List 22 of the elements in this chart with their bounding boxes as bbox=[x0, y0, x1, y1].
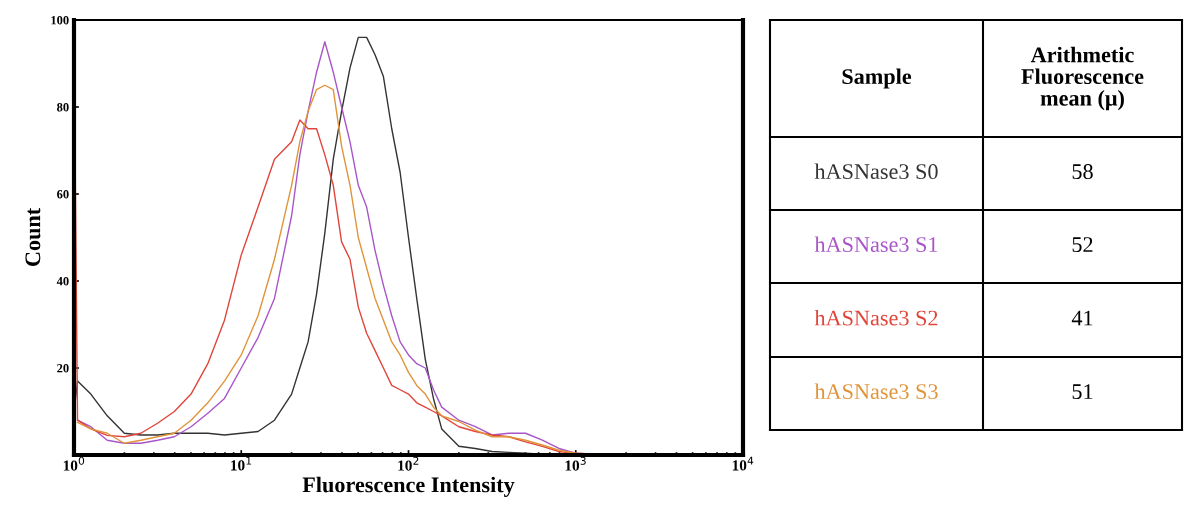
y-tick-label: 80 bbox=[57, 103, 69, 112]
y-tick-label: 20 bbox=[57, 364, 69, 373]
text: hASNase3 S2 bbox=[814, 309, 938, 326]
text: 58 bbox=[1072, 164, 1093, 180]
text: 52 bbox=[1072, 237, 1093, 253]
text: hASNase3 S3 bbox=[814, 383, 938, 400]
y-tick-label: 100 bbox=[51, 16, 69, 25]
x-tick-label: 10$^{0}$ bbox=[63, 456, 85, 471]
text: hASNase3 S0 bbox=[814, 163, 938, 180]
x-axis-title: Fluorescence Intensity bbox=[302, 476, 515, 497]
x-tick-label: 10$^{2}$ bbox=[398, 456, 419, 471]
text: hASNase3 S1 bbox=[814, 236, 938, 253]
text: Sample bbox=[842, 68, 912, 89]
y-axis-title: Count bbox=[25, 207, 41, 267]
text: 41 bbox=[1071, 310, 1093, 326]
text: Arithmetic Fluorescence mean (μ) bbox=[1021, 46, 1144, 111]
x-tick-label: 10$^{3}$ bbox=[565, 456, 586, 471]
x-tick-label: 10$^{4}$ bbox=[732, 456, 754, 471]
y-tick-label: 60 bbox=[57, 190, 69, 199]
text: 51 bbox=[1072, 384, 1093, 400]
y-tick-label: 40 bbox=[56, 277, 69, 286]
x-tick-label: 10$^{1}$ bbox=[231, 456, 252, 471]
